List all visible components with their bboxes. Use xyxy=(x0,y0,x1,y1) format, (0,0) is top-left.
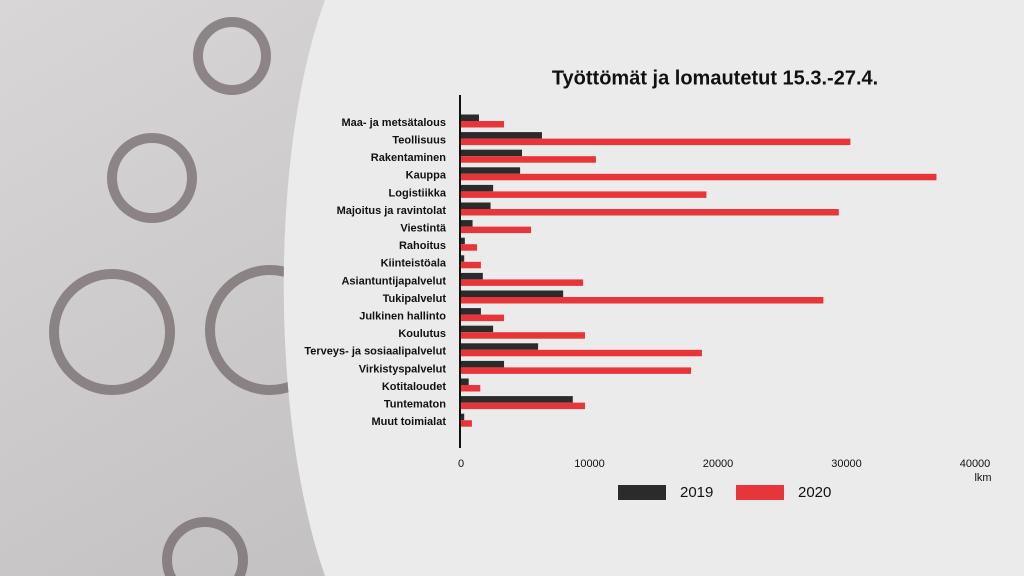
category-label: Kiinteistöala xyxy=(381,258,447,270)
bar xyxy=(461,297,824,304)
bar xyxy=(461,385,481,392)
category-label: Muut toimialat xyxy=(371,416,446,428)
bar xyxy=(461,173,937,181)
category-label: Kauppa xyxy=(406,170,447,182)
category-label: Tuntematon xyxy=(384,399,446,411)
virus-particles xyxy=(49,17,335,581)
x-tick-label: 40000 xyxy=(960,458,991,470)
category-label: Koulutus xyxy=(398,328,446,340)
bar xyxy=(461,325,494,333)
category-label: Tukipalvelut xyxy=(383,293,447,305)
bar xyxy=(461,156,596,163)
category-label: Viestintä xyxy=(400,223,447,235)
bar xyxy=(461,149,523,157)
category-label: Virkistyspalvelut xyxy=(359,363,447,375)
bar xyxy=(461,202,491,209)
bar xyxy=(461,272,483,280)
bar xyxy=(461,420,472,427)
category-label: Teollisuus xyxy=(392,135,446,147)
legend-label: 2019 xyxy=(680,484,713,501)
x-tick-label: 0 xyxy=(458,458,464,470)
bar xyxy=(461,244,478,251)
x-tick-label: 10000 xyxy=(574,458,605,470)
x-tick-label: 20000 xyxy=(703,458,734,470)
legend-swatch xyxy=(736,485,784,500)
bar xyxy=(461,378,469,385)
legend-label: 2020 xyxy=(798,484,831,501)
category-label: Maa- ja metsätalous xyxy=(341,117,446,129)
bar xyxy=(461,138,851,146)
bar xyxy=(461,114,479,121)
category-label: Julkinen hallinto xyxy=(359,311,446,323)
category-label: Rakentaminen xyxy=(371,152,446,164)
category-label: Terveys- ja sosiaalipalvelut xyxy=(304,346,446,358)
bar xyxy=(461,314,505,322)
bar xyxy=(461,349,702,357)
bar xyxy=(461,220,473,227)
legend-swatch xyxy=(618,485,666,500)
bar xyxy=(461,132,542,139)
bar xyxy=(461,121,505,128)
x-tick-label: 30000 xyxy=(831,458,862,470)
category-label: Majoitus ja ravintolat xyxy=(337,205,447,217)
category-label: Kotitaloudet xyxy=(382,381,446,393)
bar xyxy=(461,413,465,421)
category-label: Asiantuntijapalvelut xyxy=(341,275,446,287)
bar xyxy=(461,343,539,350)
bar xyxy=(461,226,532,234)
bar xyxy=(461,290,564,297)
bar xyxy=(461,255,465,262)
bar xyxy=(461,191,707,198)
bar xyxy=(461,308,481,315)
bar xyxy=(461,167,521,174)
bar xyxy=(461,279,584,286)
x-axis-label: lkm xyxy=(974,472,991,484)
category-label: Logistiikka xyxy=(389,187,447,199)
bar xyxy=(461,396,573,403)
chart-title: Työttömät ja lomautetut 15.3.-27.4. xyxy=(552,67,878,89)
category-label: Rahoitus xyxy=(399,240,446,252)
bar xyxy=(461,360,505,368)
bar xyxy=(461,332,586,339)
bar xyxy=(461,184,494,192)
bar xyxy=(461,367,692,374)
bar xyxy=(461,237,465,245)
bar xyxy=(461,209,839,216)
bar xyxy=(461,402,586,410)
bar xyxy=(461,261,481,269)
